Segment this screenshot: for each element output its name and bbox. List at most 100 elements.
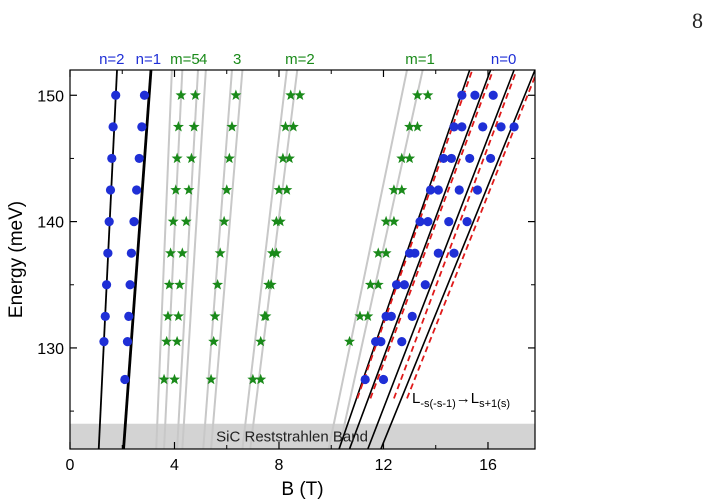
top-labels: n=2 n=1 m=5 4 3 m=2 m=1 n=0 bbox=[99, 51, 516, 68]
gray-fit-line bbox=[210, 70, 244, 449]
fit-lines bbox=[97, 70, 535, 449]
circle-point bbox=[410, 248, 420, 258]
star-point bbox=[218, 215, 230, 227]
reststrahlen-band bbox=[70, 423, 535, 449]
circle-point bbox=[420, 280, 430, 290]
top-label: n=2 bbox=[99, 51, 124, 68]
circle-point bbox=[433, 248, 443, 258]
top-label: m=2 bbox=[285, 51, 315, 68]
circle-point bbox=[378, 374, 389, 385]
circle-point bbox=[399, 280, 409, 290]
star-point bbox=[354, 310, 366, 322]
star-point bbox=[260, 310, 272, 322]
circle-point bbox=[449, 122, 459, 132]
star-point bbox=[388, 184, 400, 195]
circle-point bbox=[444, 217, 454, 227]
star-point bbox=[167, 215, 179, 227]
star-point bbox=[270, 247, 282, 258]
red-dashed-line bbox=[369, 70, 495, 399]
circle-point bbox=[457, 90, 467, 100]
x-axis-label: B (T) bbox=[281, 479, 323, 500]
circle-point bbox=[126, 248, 136, 258]
x-tick-label: 16 bbox=[479, 457, 497, 474]
star-point bbox=[162, 310, 174, 322]
circle-point bbox=[103, 248, 113, 258]
star-point bbox=[396, 184, 408, 195]
circle-point bbox=[360, 374, 370, 385]
circle-point bbox=[454, 185, 464, 195]
top-label: n=0 bbox=[491, 51, 516, 68]
star-point bbox=[174, 278, 186, 290]
star-point bbox=[362, 310, 374, 322]
gray-fit-line bbox=[155, 70, 173, 449]
circle-point bbox=[101, 280, 112, 290]
star-point bbox=[283, 152, 295, 164]
circle-point bbox=[111, 90, 121, 100]
star-point bbox=[161, 335, 173, 347]
circle-point bbox=[449, 248, 459, 258]
star-point bbox=[163, 278, 175, 290]
star-point bbox=[411, 89, 423, 100]
y-tick-label: 150 bbox=[37, 88, 64, 105]
circle-point bbox=[376, 337, 386, 347]
circle-point bbox=[509, 122, 519, 132]
plot-frame bbox=[69, 69, 536, 450]
circle-point bbox=[129, 217, 139, 227]
black-fit-line bbox=[367, 70, 515, 449]
star-point bbox=[255, 373, 267, 385]
star-point bbox=[404, 152, 416, 164]
black-fit-line bbox=[97, 70, 118, 449]
star-point bbox=[172, 121, 184, 132]
x-tick-label: 0 bbox=[66, 457, 75, 474]
star-point bbox=[226, 121, 238, 132]
red-dashed-line bbox=[393, 70, 518, 399]
star-point bbox=[380, 247, 392, 258]
star-point bbox=[170, 184, 182, 195]
star-point bbox=[344, 335, 356, 347]
y-tick-label: 130 bbox=[37, 341, 64, 358]
star-point bbox=[411, 121, 423, 132]
star-point bbox=[230, 89, 242, 100]
star-point bbox=[214, 247, 226, 258]
circle-point bbox=[105, 185, 116, 195]
gray-fit-line bbox=[176, 70, 200, 449]
star-point bbox=[208, 335, 220, 347]
circle-point bbox=[386, 311, 396, 321]
star-point bbox=[277, 152, 289, 164]
circle-point bbox=[120, 374, 130, 385]
star-point bbox=[188, 121, 200, 132]
circle-point bbox=[108, 122, 118, 132]
star-point bbox=[247, 373, 259, 385]
gray-fit-line bbox=[181, 70, 207, 449]
star-point bbox=[372, 247, 384, 258]
circle-point bbox=[415, 217, 425, 227]
star-point bbox=[189, 89, 201, 100]
circle-point bbox=[99, 337, 109, 347]
circle-point bbox=[462, 217, 472, 227]
star-point bbox=[280, 121, 292, 132]
star-point bbox=[255, 335, 267, 347]
black-fit-line bbox=[122, 70, 153, 449]
star-point bbox=[364, 278, 376, 290]
circle-point bbox=[397, 337, 407, 347]
annotation-sub1: -s(-s-1) bbox=[420, 398, 455, 410]
axes: 0 4 8 12 16 130 140 150 bbox=[37, 70, 535, 474]
circle-point bbox=[100, 311, 110, 321]
y-axis-label: Energy (meV) bbox=[6, 201, 27, 318]
star-point bbox=[165, 247, 177, 258]
band-label: SiC Reststrahlen Band bbox=[216, 428, 368, 445]
circle-point bbox=[423, 217, 433, 227]
circle-point bbox=[134, 153, 144, 164]
star-point bbox=[404, 121, 416, 132]
x-tick-label: 12 bbox=[375, 457, 393, 474]
circle-point bbox=[107, 153, 117, 164]
circle-point bbox=[137, 122, 147, 132]
top-label: m=5 bbox=[170, 51, 200, 68]
star-point bbox=[172, 310, 184, 322]
circle-point bbox=[488, 90, 498, 100]
star-point bbox=[422, 89, 434, 100]
star-point bbox=[205, 373, 217, 385]
star-point bbox=[388, 215, 400, 227]
circle-point bbox=[391, 280, 402, 290]
star-point bbox=[294, 89, 306, 100]
